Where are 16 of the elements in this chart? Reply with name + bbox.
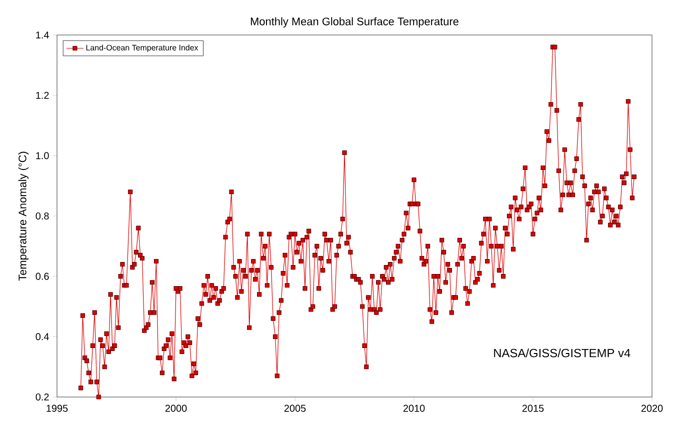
y-tick-label: 1.2 bbox=[36, 92, 49, 99]
y-tick-label: 0.8 bbox=[36, 212, 49, 220]
y-axis-title: Temperature Anomaly (°C) bbox=[18, 152, 29, 281]
x-tick-label: 1995 bbox=[46, 404, 68, 412]
y-tick-label: 0.2 bbox=[36, 393, 49, 401]
x-tick-label: 2015 bbox=[522, 404, 544, 412]
x-tick-label: 2005 bbox=[284, 404, 306, 412]
y-tick-label: 1.0 bbox=[36, 152, 49, 160]
x-tick-label: 2010 bbox=[403, 404, 425, 412]
annotation: NASA/GISS/GISTEMP v4 bbox=[494, 348, 630, 358]
x-tick-label: 2000 bbox=[165, 404, 187, 412]
y-tick-label: 0.6 bbox=[36, 272, 49, 280]
x-tick-label: 2020 bbox=[641, 404, 663, 412]
chart-title: Monthly Mean Global Surface Temperature bbox=[250, 17, 458, 28]
y-tick-label: 0.4 bbox=[36, 333, 49, 340]
y-tick-label: 1.4 bbox=[36, 32, 49, 38]
